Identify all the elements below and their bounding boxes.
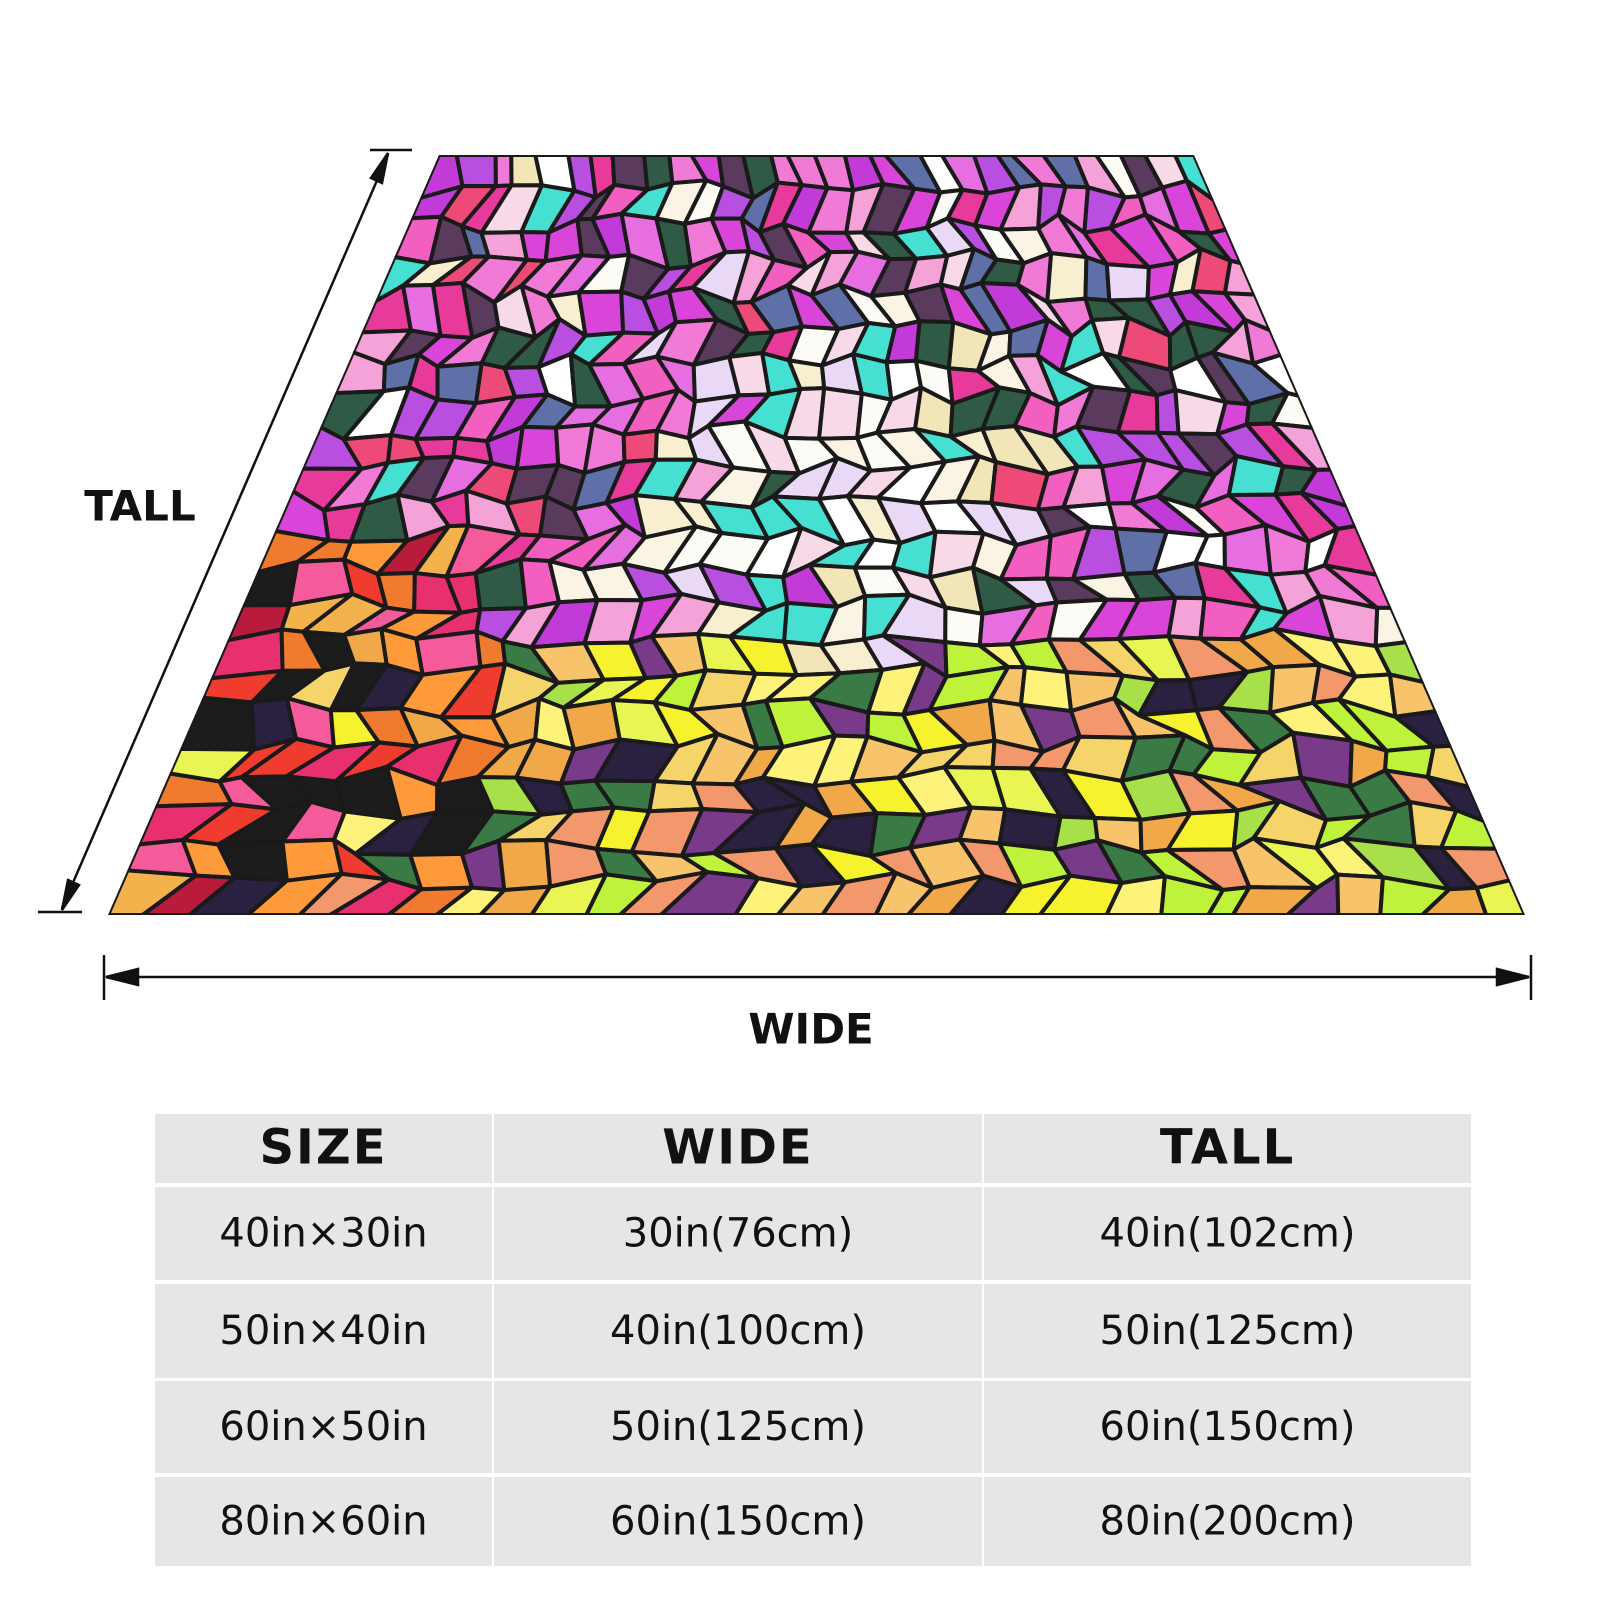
mosaic-tile: [108, 868, 198, 915]
mosaic-tile: [820, 871, 898, 915]
arrow-head: [1495, 967, 1530, 987]
mosaic-tile: [947, 873, 1024, 915]
mosaic-tile: [617, 870, 710, 915]
table-cell: [155, 1284, 492, 1378]
mosaic-tile: [873, 871, 935, 915]
blanket: [108, 155, 1525, 915]
table-value: 50in(125cm): [1100, 1308, 1356, 1354]
wide-dimension: [102, 955, 1533, 1000]
table-cell: [155, 1114, 492, 1183]
table-value: 40in(100cm): [610, 1308, 866, 1354]
table-value: 60in(150cm): [610, 1499, 866, 1545]
mosaic-tile: [1104, 262, 1151, 303]
mosaic-tile: [621, 428, 659, 464]
mosaic-tile: [496, 837, 553, 893]
mosaic-tile: [1335, 872, 1385, 915]
mosaic-tile: [584, 872, 659, 915]
table-cell: [494, 1284, 982, 1378]
mosaic-tile: [1206, 885, 1252, 915]
mosaic-tile: [576, 289, 626, 338]
table-header: SIZE: [259, 1120, 387, 1176]
mosaic-tile: [529, 872, 609, 915]
mosaic-tile: [1159, 874, 1225, 915]
table-cell: [984, 1114, 1471, 1183]
table-value: 40in×30in: [219, 1211, 427, 1257]
table-cell: [494, 1381, 982, 1473]
mosaic-tile: [817, 386, 864, 441]
mosaic-tile: [245, 871, 344, 915]
mosaic-tile: [1222, 522, 1273, 577]
table-value: 50in(125cm): [610, 1404, 866, 1450]
mosaic-tile: [493, 155, 514, 189]
mosaic-tile: [297, 871, 391, 915]
mosaic-tile: [1420, 885, 1489, 915]
table-header: TALL: [1160, 1120, 1295, 1176]
table-value: 60in(150cm): [1100, 1404, 1356, 1450]
table-cell: [155, 1381, 492, 1473]
arrow-head: [60, 878, 81, 911]
mosaic-tile: [434, 885, 507, 915]
table-cell: [984, 1284, 1471, 1378]
tall-dimension: [38, 148, 412, 914]
mosaic-tile: [905, 873, 986, 915]
mosaic-tile: [658, 870, 761, 915]
wide-label: WIDE: [748, 1005, 874, 1054]
mosaic-tile: [1285, 872, 1341, 915]
table-cell: [984, 1187, 1471, 1280]
mosaic-tile: [999, 873, 1073, 915]
size-table: SIZE WIDE TALL 40in×30in 30in(76cm) 40in(102c…: [155, 1114, 1471, 1566]
table-value: 30in(76cm): [623, 1211, 853, 1257]
table-value: 50in×40in: [219, 1308, 427, 1354]
mosaic-tile: [1045, 251, 1089, 304]
mosaic-tile: [775, 880, 847, 915]
table-value: 80in×60in: [219, 1499, 427, 1545]
table-value: 80in(200cm): [1100, 1499, 1356, 1545]
mosaic-tile: [1230, 885, 1319, 915]
mosaic-tile: [478, 884, 553, 915]
tall-label: TALL: [84, 482, 195, 531]
table-cell: [984, 1477, 1471, 1566]
mosaic-tile: [454, 155, 498, 189]
arrow-head: [105, 967, 140, 987]
table-value: 40in(102cm): [1100, 1211, 1356, 1257]
table-header: WIDE: [662, 1120, 813, 1176]
mosaic-tile: [187, 875, 289, 915]
mosaic-tile: [386, 885, 475, 915]
arrow-line: [60, 154, 390, 909]
table-cell: [155, 1187, 492, 1280]
mosaic-tile: [943, 605, 985, 648]
table-cell: [494, 1114, 982, 1183]
table-cell: [984, 1381, 1471, 1473]
mosaic-tile: [1474, 878, 1525, 915]
mosaic-tile: [514, 424, 561, 471]
table-cell: [494, 1187, 982, 1280]
mosaic-tile: [140, 873, 237, 915]
mosaic-tile: [1104, 874, 1167, 915]
table-cell: [494, 1477, 982, 1566]
mosaic-tile: [1037, 873, 1124, 915]
table-cell: [155, 1477, 492, 1566]
table-value: 60in×50in: [219, 1404, 427, 1450]
arrow-head: [369, 152, 390, 185]
